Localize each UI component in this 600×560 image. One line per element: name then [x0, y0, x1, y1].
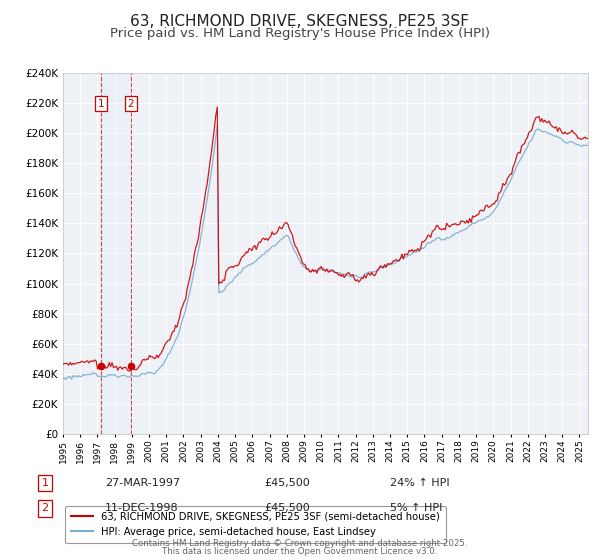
Text: 2: 2 [41, 503, 49, 514]
Text: 11-DEC-1998: 11-DEC-1998 [105, 503, 179, 514]
Text: 24% ↑ HPI: 24% ↑ HPI [390, 478, 449, 488]
Text: 1: 1 [41, 478, 49, 488]
Text: £45,500: £45,500 [264, 503, 310, 514]
Text: 63, RICHMOND DRIVE, SKEGNESS, PE25 3SF: 63, RICHMOND DRIVE, SKEGNESS, PE25 3SF [131, 14, 470, 29]
Text: £45,500: £45,500 [264, 478, 310, 488]
Text: This data is licensed under the Open Government Licence v3.0.: This data is licensed under the Open Gov… [163, 547, 437, 556]
Text: Contains HM Land Registry data © Crown copyright and database right 2025.: Contains HM Land Registry data © Crown c… [132, 539, 468, 548]
Text: Price paid vs. HM Land Registry's House Price Index (HPI): Price paid vs. HM Land Registry's House … [110, 27, 490, 40]
Bar [101, 73, 131, 434]
Legend: 63, RICHMOND DRIVE, SKEGNESS, PE25 3SF (semi-detached house), HPI: Average price: 63, RICHMOND DRIVE, SKEGNESS, PE25 3SF (… [65, 506, 446, 543]
Text: 2: 2 [128, 99, 134, 109]
Text: 27-MAR-1997: 27-MAR-1997 [105, 478, 180, 488]
Text: 1: 1 [98, 99, 104, 109]
Text: 5% ↑ HPI: 5% ↑ HPI [390, 503, 442, 514]
